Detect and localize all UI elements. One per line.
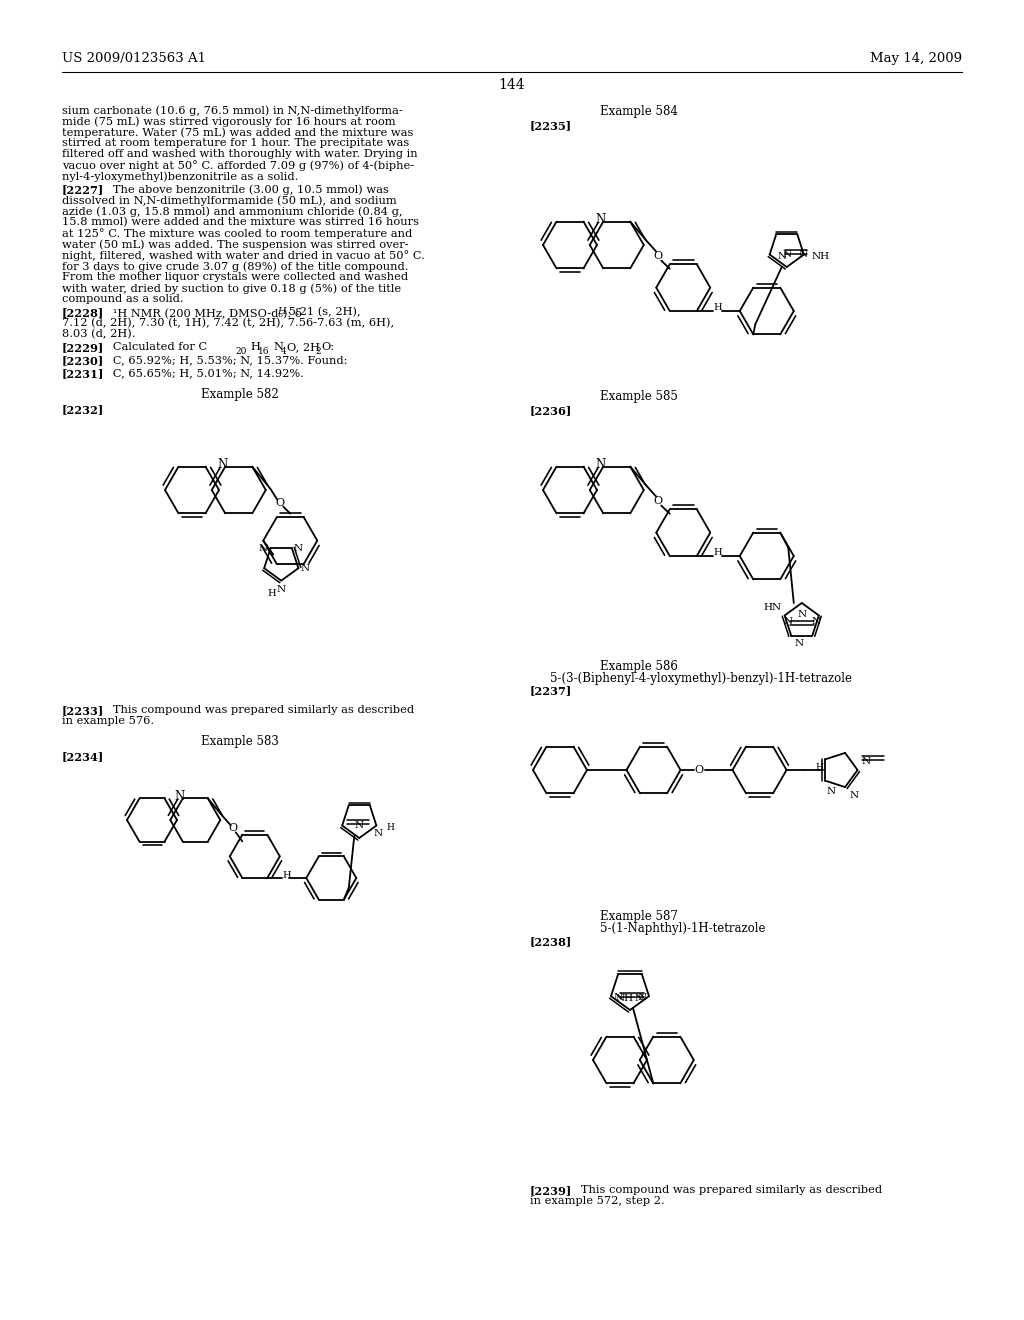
Text: 16: 16 <box>258 347 269 356</box>
Text: 2: 2 <box>315 347 321 356</box>
Text: in example 572, step 2.: in example 572, step 2. <box>530 1196 665 1206</box>
Text: N: N <box>782 249 792 259</box>
Text: N: N <box>827 787 836 796</box>
Text: mide (75 mL) was stirred vigorously for 16 hours at room: mide (75 mL) was stirred vigorously for … <box>62 116 395 127</box>
Text: [2233]: [2233] <box>62 705 104 715</box>
Text: stirred at room temperature for 1 hour. The precipitate was: stirred at room temperature for 1 hour. … <box>62 139 410 148</box>
Text: N: N <box>777 252 786 261</box>
Text: [2228]: [2228] <box>62 308 104 318</box>
Text: [2232]: [2232] <box>62 404 104 414</box>
Text: Example 585: Example 585 <box>600 389 678 403</box>
Text: 8.03 (d, 2H).: 8.03 (d, 2H). <box>62 329 135 339</box>
Text: [2234]: [2234] <box>62 751 104 762</box>
Text: N: N <box>613 993 623 1002</box>
Text: night, filtered, washed with water and dried in vacuo at 50° C.: night, filtered, washed with water and d… <box>62 249 425 261</box>
Text: [2235]: [2235] <box>530 120 572 131</box>
Text: NH: NH <box>812 252 830 261</box>
Text: N: N <box>849 791 858 800</box>
Text: This compound was prepared similarly as described: This compound was prepared similarly as … <box>102 705 414 715</box>
Text: N: N <box>374 829 382 837</box>
Text: 15.8 mmol) were added and the mixture was stirred 16 hours: 15.8 mmol) were added and the mixture wa… <box>62 216 419 227</box>
Text: Example 584: Example 584 <box>600 106 678 117</box>
Text: N: N <box>276 585 286 594</box>
Text: Calculated for C: Calculated for C <box>102 342 207 352</box>
Text: N: N <box>217 458 227 471</box>
Text: N: N <box>595 213 605 226</box>
Text: H: H <box>278 308 286 315</box>
Text: N: N <box>294 544 303 553</box>
Text: Example 587: Example 587 <box>600 909 678 923</box>
Text: [2239]: [2239] <box>530 1185 572 1196</box>
Text: N: N <box>798 249 807 259</box>
Text: N: N <box>861 756 870 766</box>
Text: The above benzonitrile (3.00 g, 10.5 mmol) was: The above benzonitrile (3.00 g, 10.5 mmo… <box>102 183 389 194</box>
Text: 5.21 (s, 2H),: 5.21 (s, 2H), <box>285 308 360 317</box>
Text: C, 65.65%; H, 5.01%; N, 14.92%.: C, 65.65%; H, 5.01%; N, 14.92%. <box>102 368 304 378</box>
Text: water (50 mL) was added. The suspension was stirred over-: water (50 mL) was added. The suspension … <box>62 239 409 249</box>
Text: O: O <box>275 498 285 508</box>
Text: 20: 20 <box>234 347 247 356</box>
Text: filtered off and washed with thoroughly with water. Drying in: filtered off and washed with thoroughly … <box>62 149 418 158</box>
Text: O: O <box>228 824 238 833</box>
Text: O, 2H: O, 2H <box>287 342 319 352</box>
Text: H: H <box>714 304 722 312</box>
Text: H: H <box>386 824 394 832</box>
Text: This compound was prepared similarly as described: This compound was prepared similarly as … <box>570 1185 882 1195</box>
Text: at 125° C. The mixture was cooled to room temperature and: at 125° C. The mixture was cooled to roo… <box>62 228 413 239</box>
Text: ¹H NMR (200 MHz, DMSO-d₆): δ: ¹H NMR (200 MHz, DMSO-d₆): δ <box>102 308 302 318</box>
Text: N: N <box>259 544 267 553</box>
Text: H: H <box>714 548 722 557</box>
Text: May 14, 2009: May 14, 2009 <box>869 51 962 65</box>
Text: 5-(1-Naphthyl)-1H-tetrazole: 5-(1-Naphthyl)-1H-tetrazole <box>600 921 766 935</box>
Text: H: H <box>815 763 823 772</box>
Text: N: N <box>354 821 364 830</box>
Text: dissolved in N,N-dimethylformamide (50 mL), and sodium: dissolved in N,N-dimethylformamide (50 m… <box>62 195 396 206</box>
Text: vacuo over night at 50° C. afforded 7.09 g (97%) of 4-(biphe-: vacuo over night at 50° C. afforded 7.09… <box>62 160 414 170</box>
Text: nyl-4-yloxymethyl)benzonitrile as a solid.: nyl-4-yloxymethyl)benzonitrile as a soli… <box>62 172 298 182</box>
Text: N: N <box>635 994 644 1003</box>
Text: O:: O: <box>321 342 334 352</box>
Text: H: H <box>250 342 260 352</box>
Text: N: N <box>795 639 803 648</box>
Text: Example 582: Example 582 <box>201 388 279 401</box>
Text: for 3 days to give crude 3.07 g (89%) of the title compound.: for 3 days to give crude 3.07 g (89%) of… <box>62 261 409 272</box>
Text: Example 583: Example 583 <box>201 735 279 748</box>
Text: O: O <box>653 495 663 506</box>
Text: O: O <box>694 766 703 775</box>
Text: N: N <box>595 458 605 471</box>
Text: 7.12 (d, 2H), 7.30 (t, 1H), 7.42 (t, 2H), 7.56-7.63 (m, 6H),: 7.12 (d, 2H), 7.30 (t, 1H), 7.42 (t, 2H)… <box>62 318 394 329</box>
Text: HN: HN <box>764 603 781 612</box>
Text: 5-(3-(Biphenyl-4-yloxymethyl)-benzyl)-1H-tetrazole: 5-(3-(Biphenyl-4-yloxymethyl)-benzyl)-1H… <box>550 672 852 685</box>
Text: 4: 4 <box>281 347 287 356</box>
Text: in example 576.: in example 576. <box>62 715 155 726</box>
Text: [2227]: [2227] <box>62 183 104 195</box>
Text: H: H <box>267 589 275 598</box>
Text: From the mother liquor crystals were collected and washed: From the mother liquor crystals were col… <box>62 272 409 282</box>
Text: N: N <box>811 616 820 626</box>
Text: C, 65.92%; H, 5.53%; N, 15.37%. Found:: C, 65.92%; H, 5.53%; N, 15.37%. Found: <box>102 355 347 366</box>
Text: [2230]: [2230] <box>62 355 104 366</box>
Text: N: N <box>637 993 646 1002</box>
Text: O: O <box>653 251 663 260</box>
Text: 144: 144 <box>499 78 525 92</box>
Text: compound as a solid.: compound as a solid. <box>62 294 183 304</box>
Text: temperature. Water (75 mL) was added and the mixture was: temperature. Water (75 mL) was added and… <box>62 127 414 137</box>
Text: [2236]: [2236] <box>530 405 572 416</box>
Text: [2229]: [2229] <box>62 342 104 352</box>
Text: [2238]: [2238] <box>530 936 572 946</box>
Text: [2231]: [2231] <box>62 368 104 379</box>
Text: N: N <box>300 564 309 573</box>
Text: US 2009/0123563 A1: US 2009/0123563 A1 <box>62 51 206 65</box>
Text: azide (1.03 g, 15.8 mmol) and ammonium chloride (0.84 g,: azide (1.03 g, 15.8 mmol) and ammonium c… <box>62 206 402 216</box>
Text: [2237]: [2237] <box>530 685 572 696</box>
Text: N: N <box>273 342 283 352</box>
Text: sium carbonate (10.6 g, 76.5 mmol) in N,N-dimethylforma-: sium carbonate (10.6 g, 76.5 mmol) in N,… <box>62 106 402 116</box>
Text: with water, dried by suction to give 0.18 g (5%) of the title: with water, dried by suction to give 0.1… <box>62 282 401 293</box>
Text: NH: NH <box>616 994 634 1003</box>
Text: Example 586: Example 586 <box>600 660 678 673</box>
Text: N: N <box>175 789 185 803</box>
Text: N: N <box>783 616 793 626</box>
Text: H: H <box>282 871 291 880</box>
Text: N: N <box>798 610 806 619</box>
